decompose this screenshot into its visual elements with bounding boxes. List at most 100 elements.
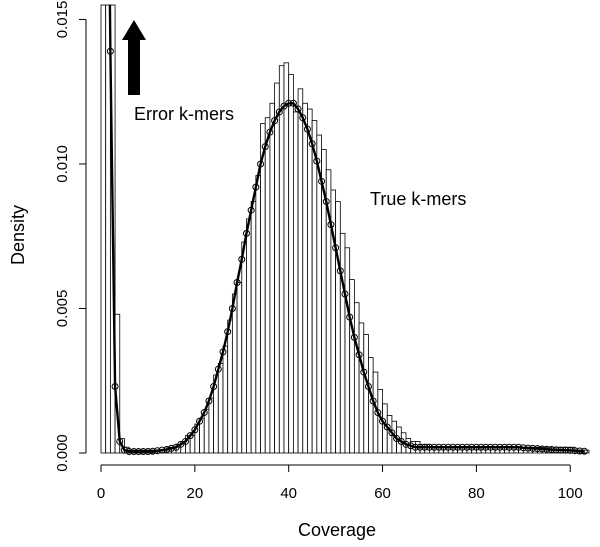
fit-point [552,446,560,454]
y-tick-label: 0.015 [54,1,71,39]
histogram-bar [349,279,355,454]
fit-point [116,437,124,445]
fit-point [252,183,260,191]
fit-point [402,440,410,448]
fit-point [242,229,250,237]
fit-point [135,448,143,456]
fit-point [196,417,204,425]
fit-point [411,443,419,451]
fit-point [566,446,574,454]
fit-point [440,443,448,451]
histogram-bar [344,247,351,454]
fit-point [491,443,499,451]
y-tick-label: 0.010 [54,145,71,183]
fit-point [576,447,584,455]
fit-point [228,304,236,312]
histogram-bar [368,357,374,454]
fit-point [233,278,241,286]
fit-point [388,429,396,437]
fit-point [336,267,344,275]
fit-point [543,445,551,453]
fit-point [238,255,246,263]
fit-point [519,444,527,452]
fit-point [416,443,424,451]
fit-point [557,446,565,454]
fit-point [529,444,537,452]
x-tick-label: 100 [558,485,583,502]
histogram-bar [264,117,271,454]
x-tick-label: 20 [187,485,204,502]
fit-point [571,447,579,455]
fit-point [125,448,133,456]
fit-point [501,443,509,451]
error-arrow-icon [122,20,146,95]
histogram-bar [231,293,238,454]
histogram-bar [208,397,215,454]
histogram-bar [278,65,285,454]
histogram-bar [288,73,294,454]
fit-point [533,445,541,453]
fit-point [458,443,466,451]
fit-point [369,397,377,405]
fit-point [449,443,457,451]
histogram-bar [269,102,276,454]
histogram-bar [203,409,210,454]
y-tick-label: 0.005 [54,290,71,328]
fit-point [496,443,504,451]
histogram-bar [227,319,233,454]
histogram-bar [339,232,346,454]
fit-point [510,443,518,451]
fit-point [524,444,532,452]
histogram-bar [292,111,299,454]
fit-point [463,443,471,451]
fit-point [468,443,476,451]
fit-point [350,333,358,341]
fit-point [158,446,166,454]
fit-point [425,443,433,451]
fit-point [266,128,274,136]
histogram-bar [297,88,304,454]
fit-line [109,51,585,453]
histogram-bar [274,82,280,454]
histogram-bar [311,120,318,454]
histogram-bars [100,4,590,454]
histogram-bar [260,123,266,454]
x-tick-label: 60 [374,485,391,502]
fit-point [482,443,490,451]
fit-point [289,99,297,107]
fit-point [341,290,349,298]
fit-point [247,206,255,214]
fitted-curve [106,4,588,456]
true-kmers-label: True k-mers [370,189,466,209]
fit-point [275,108,283,116]
histogram-bar [100,4,107,454]
fit-point [383,423,391,431]
fit-point [454,443,462,451]
axes: 0 20 40 60 80 100 0.000 0.005 0.010 0.015 [54,1,583,502]
fit-point [257,160,265,168]
fit-point [515,443,523,451]
fit-point [167,444,175,452]
fit-point [332,244,340,252]
histogram-bar [246,218,252,454]
histogram-bar [335,201,341,454]
histogram-bar [283,62,290,454]
fit-point [364,383,372,391]
fit-point [294,105,302,113]
fit-point [120,446,128,454]
fit-point [153,447,161,455]
fit-point [181,437,189,445]
fit-point [205,397,213,405]
histogram-bar [241,241,247,454]
fit-point [407,442,415,450]
fit-point [191,426,199,434]
fit-point [327,221,335,229]
y-tick-label: 0.000 [54,434,71,472]
histogram-bar [236,282,243,454]
x-tick-label: 40 [280,485,297,502]
fit-point [313,157,321,165]
fit-point [318,177,326,185]
fit-point [163,446,171,454]
fit-point [303,125,311,133]
histogram-bar [217,362,224,454]
